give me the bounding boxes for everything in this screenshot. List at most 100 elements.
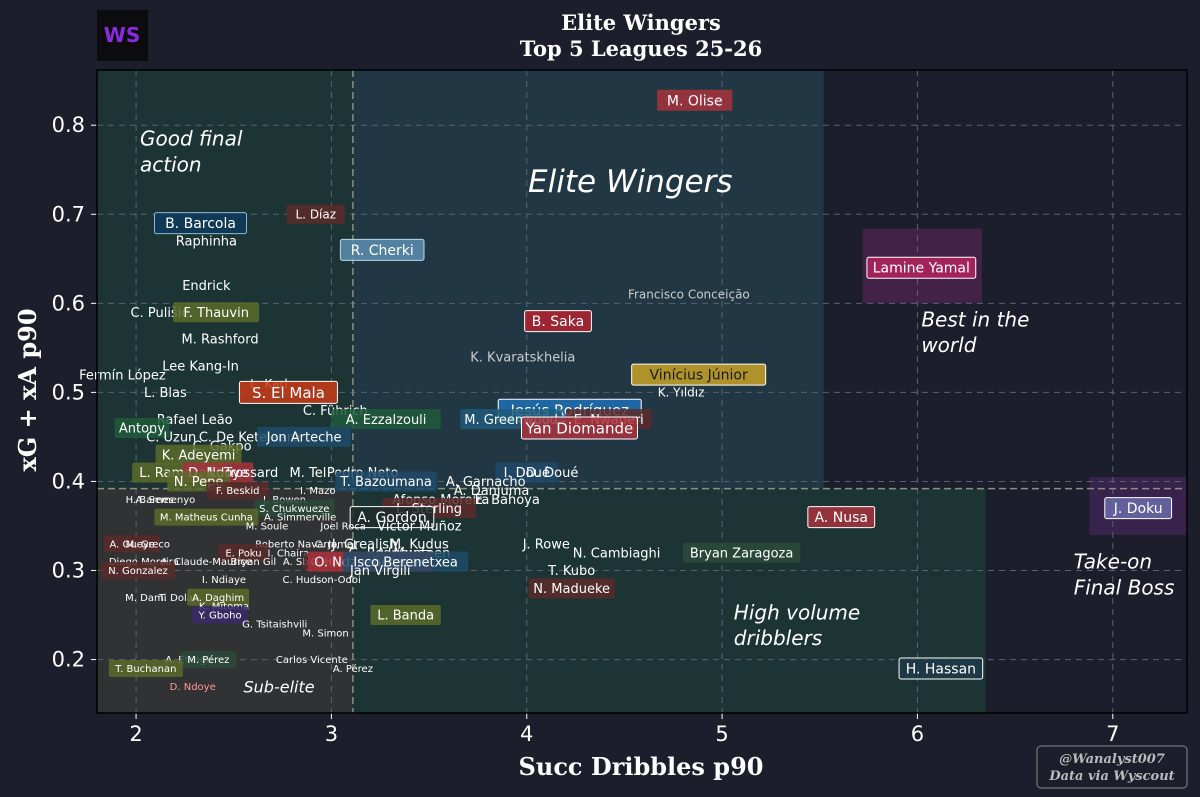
player-label: C. Jamel: [315, 539, 356, 550]
player-label: I. Doué: [504, 466, 550, 481]
player-label: Carlos Vicente: [276, 655, 348, 666]
region-annotation: Elite Wingers: [528, 164, 732, 200]
player-label: A. Daghim: [192, 593, 244, 604]
player-label-box: [114, 418, 170, 439]
player-label: T. Buchanan: [114, 664, 176, 675]
watermark-handle: @Wanalyst007: [1059, 752, 1165, 767]
player-label: M. Kudus: [390, 537, 449, 552]
player-label-box: [631, 363, 767, 386]
x-tick-label: 5: [715, 722, 728, 746]
player-label: G. Tsitaishvili: [242, 620, 307, 631]
player-label: Endrick: [182, 279, 231, 294]
player-label-box: [108, 659, 183, 677]
player-label: Fermín López: [79, 368, 166, 383]
player-label-box: [206, 481, 269, 499]
player-label: N. Gonzalez: [108, 566, 168, 577]
annotation-line: Take-on: [1074, 550, 1152, 574]
player-label: Jon Arteche: [266, 431, 342, 446]
player-label: Bryan Gil: [230, 557, 276, 568]
player-label: C. Hudson-Odoi: [283, 575, 361, 586]
player-label: A. Gordon: [357, 510, 426, 526]
player-label: M. Soule: [246, 522, 289, 533]
player-label: E. Poku: [225, 548, 261, 559]
x-tick-label: 4: [520, 722, 533, 746]
player-label-box: [657, 89, 733, 111]
player-label: M. Greco: [126, 539, 170, 550]
player-label: H. Barnes: [126, 495, 174, 506]
y-tick-label: 0.8: [52, 113, 85, 137]
player-label-box: [528, 578, 615, 599]
player-label-box: [254, 499, 335, 517]
player-label-box: [187, 588, 250, 606]
player-label: K. Yıldız: [658, 386, 705, 400]
player-label: I. Mazo: [300, 486, 335, 497]
player-label: B. Barcola: [165, 216, 236, 232]
player-label: K. Adeyemi: [162, 448, 236, 463]
x-tick-label: 7: [1106, 722, 1119, 746]
player-label: A. Ezzalzouli: [346, 413, 427, 428]
player-label: A. Garnacho: [446, 475, 526, 490]
player-label: M. Tel: [290, 466, 327, 481]
player-label: F. Thauvin: [183, 306, 249, 321]
annotation-line: Sub-elite: [244, 678, 315, 697]
plot-frame: [96, 69, 1188, 714]
player-label: H. Hassan: [906, 662, 976, 678]
player-label: J. Rowe: [522, 537, 570, 552]
player-label: Roberto Navarro: [255, 539, 337, 550]
player-label-box: [180, 651, 237, 669]
player-label-box: [370, 605, 441, 626]
player-label: T. Dolan: [158, 593, 199, 604]
player-label: Raphinha: [176, 235, 237, 250]
x-tick-label: 3: [325, 722, 338, 746]
annotation-line: Final Boss: [1074, 575, 1175, 599]
y-axis-label: xG + xA p90: [13, 308, 42, 471]
annotation-line: High volume: [734, 600, 860, 624]
player-label-box: [343, 551, 469, 572]
player-label: Francisco Conceição: [628, 288, 750, 302]
player-label: Lamine Yamal: [873, 261, 970, 277]
player-label: N. Madueke: [533, 582, 610, 597]
player-label-box: [192, 606, 249, 624]
x-axis-label: Succ Dribbles p90: [519, 752, 764, 781]
player-label: Isco Berenetxea: [353, 555, 457, 570]
player-label: M. Simon: [302, 628, 348, 639]
player-label: L. Díaz: [296, 208, 337, 222]
player-label: M. Pérez: [187, 654, 229, 666]
player-label-box: [154, 212, 248, 235]
player-label-box: [495, 462, 559, 483]
player-label-box: [339, 238, 425, 261]
logo: WS: [97, 10, 148, 61]
player-label: A. Gueye: [109, 539, 154, 550]
player-label-box: [1104, 497, 1173, 520]
annotation-line: dribblers: [734, 626, 822, 650]
player-label-box: [286, 204, 345, 224]
player-label: S. El Mala: [252, 384, 325, 402]
player-label-box: [520, 416, 638, 440]
player-label: T. Bazoumana: [339, 475, 431, 490]
x-tick-label: 2: [129, 722, 142, 746]
player-label-box: [807, 506, 876, 529]
annotation-line: Good final: [140, 127, 243, 151]
player-label: Yan Diomande: [525, 419, 634, 437]
player-label-box: [238, 380, 338, 404]
y-tick-label: 0.4: [52, 469, 85, 493]
player-label: Bryan Zaragoza: [690, 546, 793, 561]
player-label: A. Danjuma: [454, 484, 530, 499]
player-label: B. Saka: [532, 314, 584, 330]
player-label-box: [104, 535, 161, 553]
player-label: I. Chaira: [268, 548, 310, 559]
player-label: M. Olise: [667, 93, 723, 109]
player-label: L. Banda: [377, 609, 434, 624]
player-label-box: [331, 409, 441, 430]
player-label: R. Cherki: [351, 243, 414, 259]
annotation-line: action: [140, 152, 202, 176]
x-tick-label: 6: [911, 722, 924, 746]
y-tick-label: 0.2: [52, 648, 85, 672]
player-label: M. Dami: [125, 593, 166, 604]
y-tick-label: 0.5: [52, 380, 85, 404]
logo-text: WS: [104, 23, 140, 47]
player-label-box: [218, 544, 269, 562]
player-label-box: [173, 302, 260, 323]
player-label: N. Cambiaghi: [573, 546, 661, 561]
y-tick-label: 0.7: [52, 202, 85, 226]
